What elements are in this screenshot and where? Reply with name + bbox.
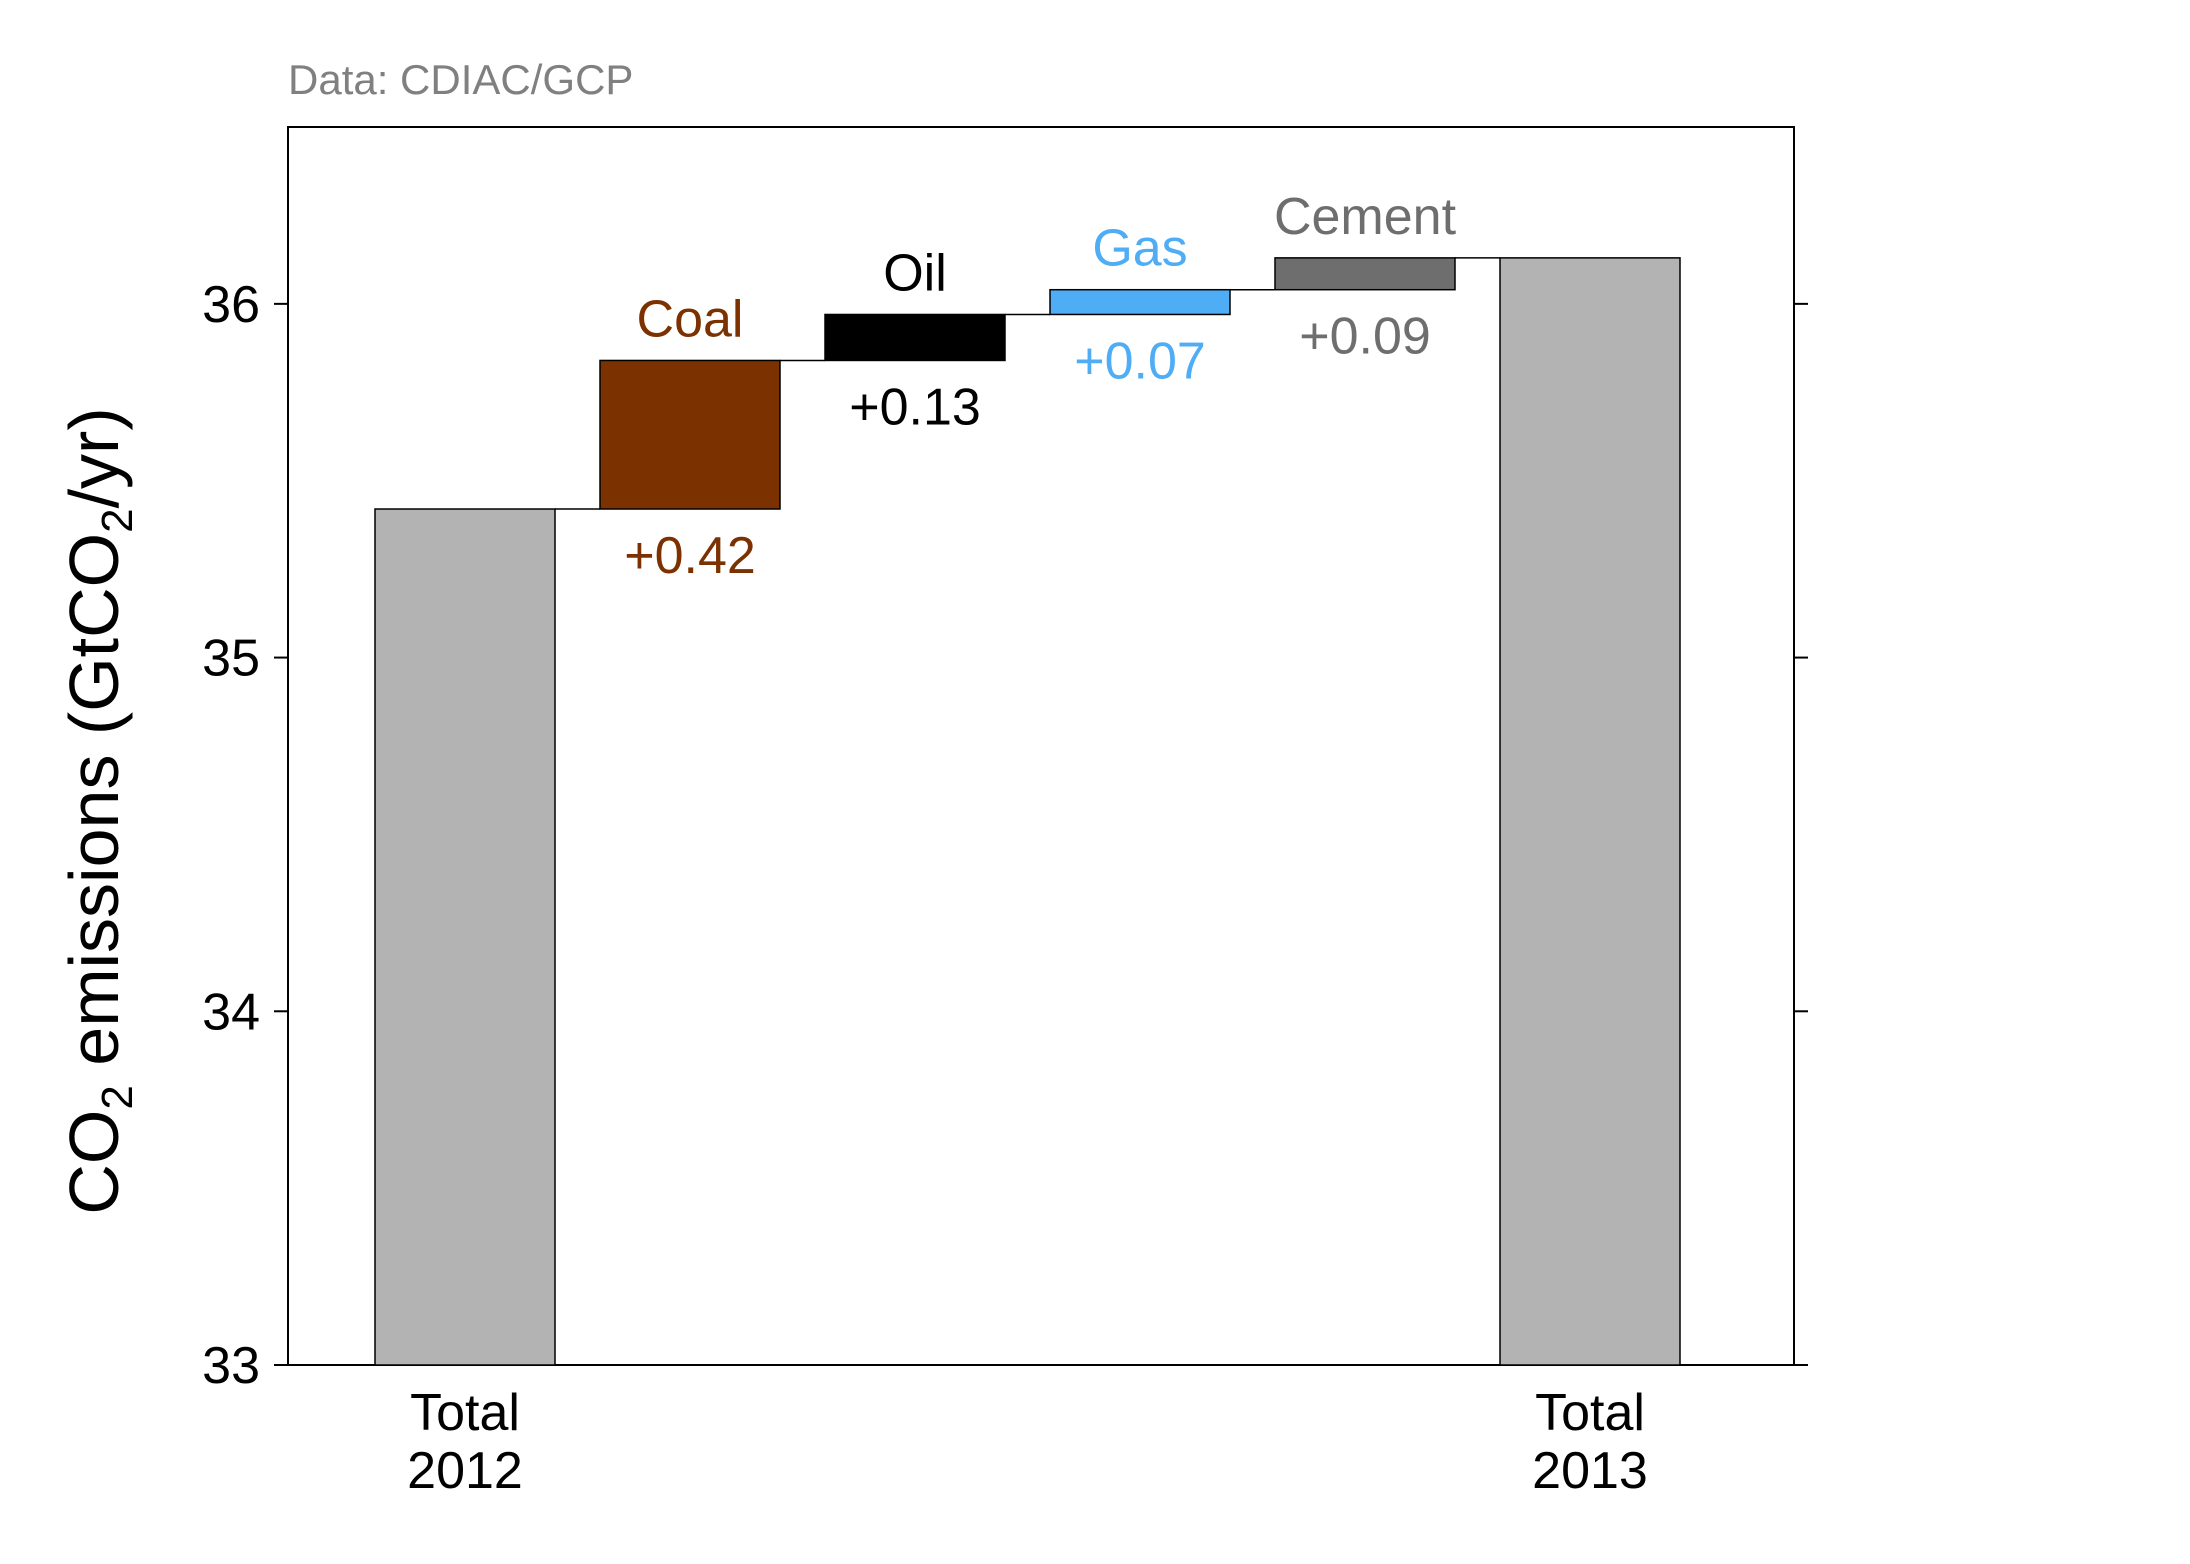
bar-value-label: +0.07 <box>1074 332 1206 390</box>
y-axis-label-prefix: CO <box>55 1110 133 1215</box>
x-tick-label: 2013 <box>1532 1442 1648 1500</box>
y-axis-label-prefix-subscript: 2 <box>93 1085 142 1109</box>
bars <box>374 257 1681 1366</box>
axes: 33 34 35 36 <box>202 126 1808 1395</box>
bar-category-label: Oil <box>883 244 947 302</box>
bar-value-label: +0.13 <box>849 378 981 436</box>
waterfall-connectors <box>555 257 1500 510</box>
y-axis-label-suffix: /yr) <box>55 407 133 508</box>
x-tick-label: Total <box>410 1384 520 1442</box>
bar-total <box>1499 257 1681 1366</box>
y-axis-label: CO2 emissions (GtCO2/yr) <box>55 407 142 1214</box>
y-axis-label-middle-subscript: 2 <box>93 508 142 532</box>
x-tick-label: Total <box>1535 1384 1645 1442</box>
y-tick-label: 35 <box>202 630 260 688</box>
bar-value-label: +0.09 <box>1299 308 1431 366</box>
y-tick-label: 36 <box>202 276 260 334</box>
bar-category-label: Gas <box>1092 220 1187 278</box>
y-tick-label: 34 <box>202 983 260 1041</box>
bar-value-label: +0.42 <box>624 527 756 585</box>
y-tick-label: 33 <box>202 1337 260 1395</box>
x-tick-label: 2012 <box>407 1442 523 1500</box>
bar-oil <box>824 313 1006 362</box>
bar-category-label: Coal <box>637 290 744 348</box>
bar-coal <box>599 359 781 510</box>
plot-frame <box>287 126 1795 1366</box>
bar-cement <box>1274 257 1456 291</box>
bar-category-label: Cement <box>1274 188 1457 246</box>
bar-total <box>374 508 556 1366</box>
bar-labels: Total2012Coal+0.42Oil+0.13Gas+0.07Cement… <box>407 188 1648 1500</box>
y-axis-label-middle: emissions (GtCO <box>55 533 133 1085</box>
bar-gas <box>1049 288 1231 316</box>
source-note: Data: CDIAC/GCP <box>288 56 633 103</box>
